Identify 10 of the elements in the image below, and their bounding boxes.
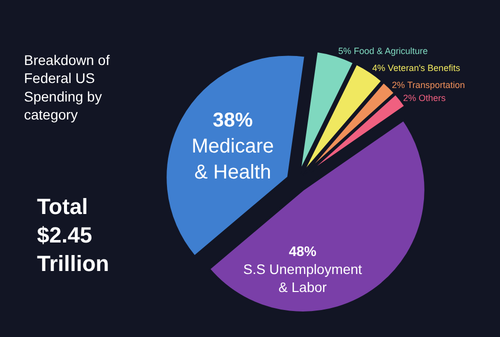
slice-label: 2% Others <box>403 92 446 103</box>
slice-label: Medicare & Health <box>192 136 274 184</box>
text: Total $2.45 Trillion <box>37 194 110 276</box>
slice-label: S.S Unemployment & Labor <box>243 262 362 296</box>
slice-label: 4% Veteran's Benefits <box>372 63 461 74</box>
slice-label: 5% Food & Agriculture <box>338 46 428 56</box>
data-label: 38% <box>212 110 253 132</box>
text: Breakdown of Federal US Spending by category <box>24 52 110 123</box>
data-label: 48% <box>288 244 316 260</box>
slice-label: 2% Transportation <box>392 80 465 90</box>
